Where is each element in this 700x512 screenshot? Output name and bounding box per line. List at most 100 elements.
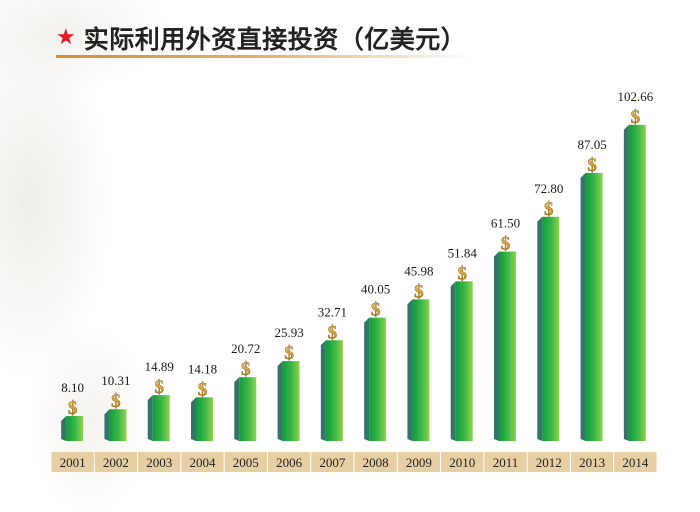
value-label: 25.93 [274,325,303,340]
bar-front-face [325,340,343,441]
x-tick-label: 2014 [622,455,649,470]
dollar-sign-icon: $ [68,398,78,419]
bar: $45.98 [404,263,434,441]
dollar-sign-icon: $ [154,377,164,398]
x-tick-label: 2009 [406,455,432,470]
bar-front-face [239,377,257,441]
x-tick-label: 2006 [276,455,303,470]
x-axis-band: 2001 2002 2003 2004 2005 2006 2007 2008 2009 2010… [51,452,657,472]
x-axis-cell [527,452,570,472]
chart-header: ★ 实际利用外资直接投资（亿美元） [56,18,466,58]
bar-front-face [499,251,516,441]
dollar-sign-icon: $ [501,234,511,255]
value-label: 32.71 [318,304,347,319]
bar-front-face [455,281,473,441]
value-label: 10.31 [101,373,130,388]
bar-front-face [109,409,127,441]
bar-side-face [277,361,283,441]
bar-side-face [61,416,67,441]
x-tick-label: 2008 [363,455,389,470]
dollar-sign-icon: $ [371,300,381,321]
bar-front-face [585,172,603,442]
bar-side-face [364,317,370,441]
x-axis-cell [181,452,224,472]
value-label: 72.80 [534,181,563,196]
x-axis-cell [267,452,311,472]
x-tick-label: 2005 [233,455,259,470]
bar-front-face [369,317,387,441]
bar-front-face [542,216,560,441]
x-tick-label: 2010 [449,455,475,470]
bar: $20.72 [231,341,260,441]
bar-side-face [450,281,456,441]
bar: $25.93 [274,325,304,441]
dollar-sign-icon: $ [587,155,597,176]
dollar-sign-icon: $ [328,322,338,343]
bar-side-face [580,172,586,442]
bar-side-face [537,216,543,441]
bars-group: $8.10$10.31 $14.89$14.18 $20.72 $25.93 $32.7… [61,89,654,442]
x-tick-label: 2011 [493,455,519,470]
bar-front-face [196,397,213,441]
bar-side-face [147,395,153,441]
x-axis-cell [354,452,397,472]
x-tick-label: 2013 [579,455,605,470]
red-star-icon: ★ [56,25,76,50]
x-axis-cell [441,452,484,472]
dollar-sign-icon: $ [544,199,554,220]
title-underline [56,55,476,58]
x-axis-cell [138,452,181,472]
bar: $14.89 [145,359,174,441]
value-label: 14.89 [145,359,174,374]
dollar-sign-icon: $ [284,343,294,364]
bar-front-face [66,416,84,441]
bar-side-face [407,299,413,441]
x-tick-label: 2002 [103,455,129,470]
x-axis-cell [570,452,614,472]
bar: $51.84 [448,245,478,441]
x-axis-cell [311,452,354,472]
bar-side-face [623,124,629,442]
dollar-sign-icon: $ [241,359,251,380]
x-tick-label: 2004 [190,455,217,470]
bar: $14.18 [188,361,217,441]
value-label: 87.05 [577,137,606,152]
x-axis-cell [484,452,527,472]
value-label: 51.84 [448,245,478,260]
x-tick-label: 2007 [319,455,346,470]
dollar-sign-icon: $ [631,107,641,128]
x-tick-label: 2003 [146,455,172,470]
bar-front-face [412,299,430,441]
bar: $32.71 [318,304,347,441]
x-axis-cell [94,452,138,472]
bar: $10.31 [101,373,131,441]
x-axis-cell [614,452,657,472]
x-axis-cell [224,452,267,472]
x-axis-cell [397,452,441,472]
value-label: 102.66 [617,89,653,104]
dollar-sign-icon: $ [414,281,424,302]
bar-side-face [320,340,326,441]
bar: $40.05 [361,282,390,441]
bar: $87.05 [577,137,607,442]
bar-front-face [628,124,646,442]
value-label: 8.10 [61,380,84,395]
bar-side-face [104,409,110,441]
bar-front-face [282,361,300,441]
bar: $102.66 [617,89,654,442]
bar-side-face [494,251,499,441]
value-label: 14.18 [188,361,217,376]
bar: $61.50 [491,216,520,441]
dollar-sign-icon: $ [111,391,121,412]
bar: $72.80 [534,181,563,441]
dollar-sign-icon: $ [457,263,467,284]
bar-side-face [234,377,240,441]
x-axis-cell [51,452,94,472]
x-tick-label: 2001 [60,455,86,470]
bar-side-face [191,397,196,441]
x-tick-label: 2012 [536,455,562,470]
bar-front-face [152,395,170,441]
value-label: 20.72 [231,341,260,356]
value-label: 45.98 [404,263,433,278]
